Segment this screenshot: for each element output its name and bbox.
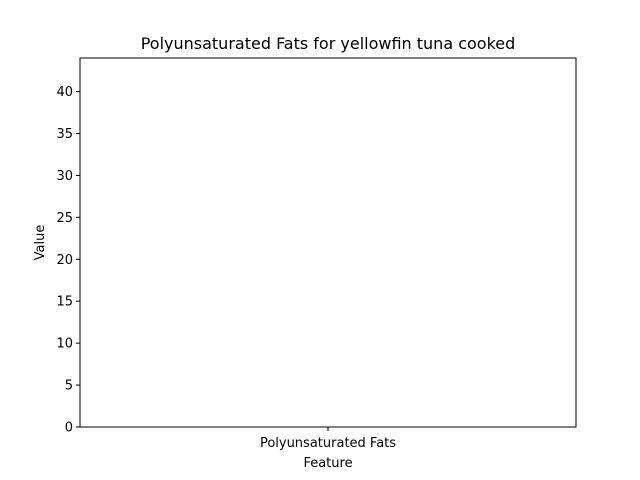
- y-tick-label: 5: [65, 379, 73, 394]
- y-tick-label: 35: [56, 127, 73, 142]
- y-tick-label: 20: [56, 253, 73, 268]
- x-tick-label: Polyunsaturated Fats: [260, 436, 396, 451]
- plot-area: 0 5 10 15 20 25 30 35 40 Polyunsaturated Fats: [56, 85, 396, 451]
- y-tick-label: 0: [65, 421, 73, 436]
- y-tick-label: 25: [56, 211, 73, 226]
- y-tick-label: 40: [56, 85, 73, 100]
- y-axis-label: Value: [33, 225, 48, 261]
- y-tick-label: 30: [56, 169, 73, 184]
- y-tick-label: 15: [56, 295, 73, 310]
- x-axis-label: Feature: [303, 456, 352, 471]
- chart-title: Polyunsaturated Fats for yellowfin tuna …: [141, 34, 516, 53]
- plot-frame: [79, 57, 577, 428]
- y-tick-label: 10: [56, 337, 73, 352]
